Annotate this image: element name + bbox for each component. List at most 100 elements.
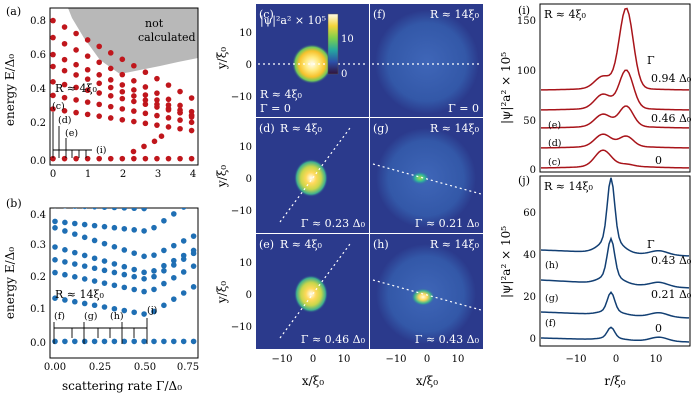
energy-dot xyxy=(142,110,149,117)
profile-046 xyxy=(540,69,690,111)
energy-dot xyxy=(151,202,157,208)
profile-043 xyxy=(540,177,690,257)
panel-b-ylabel: energy E/Δ₀ xyxy=(3,247,17,319)
profile-e xyxy=(540,105,690,129)
zero-mode-dot xyxy=(52,338,58,345)
energy-dot xyxy=(96,101,102,108)
energy-dot xyxy=(142,84,149,90)
panel-i-gamma-0: 0 xyxy=(655,154,662,167)
energy-dot xyxy=(201,258,207,264)
panel-j-xlabel: r/ξ₀ xyxy=(604,374,625,388)
zero-mode-dot xyxy=(161,338,167,345)
energy-dot xyxy=(91,222,98,229)
energy-dot xyxy=(177,117,183,123)
profile-c xyxy=(540,149,690,169)
energy-dot xyxy=(81,252,88,259)
energy-dot xyxy=(131,98,137,105)
zero-mode-dot xyxy=(188,155,195,162)
svg-text:50: 50 xyxy=(523,116,536,127)
energy-dot xyxy=(171,274,177,281)
maps-yticks: 10 0 −10 10 0 −10 10 0 −10 xyxy=(231,28,252,333)
energy-dot xyxy=(73,47,79,53)
energy-dot xyxy=(141,208,147,212)
energy-dot xyxy=(188,95,195,101)
energy-dot xyxy=(161,302,167,309)
energy-dot xyxy=(141,311,147,317)
zero-mode-dot xyxy=(201,339,207,345)
energy-dot xyxy=(154,122,160,128)
energy-dot xyxy=(63,208,67,209)
not-calculated-region xyxy=(68,8,198,74)
energy-dot xyxy=(91,302,98,309)
zero-mode-dot xyxy=(111,338,118,345)
energy-dot xyxy=(101,304,108,310)
energy-dot xyxy=(154,112,160,119)
panel-j-radius: R ≈ 14ξ₀ xyxy=(544,180,594,193)
energy-dot xyxy=(73,84,79,91)
energy-dot xyxy=(111,305,118,312)
energy-dot xyxy=(111,261,118,267)
marker-h: (h) xyxy=(110,311,124,322)
energy-dot xyxy=(62,228,68,234)
energy-dot xyxy=(154,75,160,82)
map-g-cut xyxy=(372,163,482,195)
label-c: (c) xyxy=(259,8,274,21)
energy-dot xyxy=(73,72,79,78)
energy-dot xyxy=(151,138,158,145)
panel-b-xticks: 0.00 0.25 0.50 0.75 xyxy=(44,362,199,373)
zero-mode-dot xyxy=(141,338,147,345)
energy-dot xyxy=(142,69,149,76)
energy-dot xyxy=(72,298,78,305)
label-g: (g) xyxy=(373,122,389,135)
energy-dot xyxy=(81,263,88,269)
energy-dot xyxy=(72,274,78,280)
energy-dot xyxy=(84,76,91,82)
panel-i-tag-c: (c) xyxy=(548,157,561,168)
energy-dot xyxy=(84,111,91,118)
zero-mode-dot xyxy=(171,338,177,345)
panel-j-curves xyxy=(540,177,690,343)
panel-i-frame xyxy=(539,3,691,173)
svg-text:0: 0 xyxy=(530,334,536,345)
svg-text:−10: −10 xyxy=(565,354,586,365)
energy-dot xyxy=(165,115,172,121)
energy-dot xyxy=(61,56,68,63)
energy-dot xyxy=(107,84,114,91)
energy-dot xyxy=(52,269,58,276)
energy-dot xyxy=(107,77,114,83)
energy-dot xyxy=(107,65,114,72)
svg-text:10: 10 xyxy=(239,28,252,39)
panel-j-frame xyxy=(539,175,691,347)
svg-text:10: 10 xyxy=(239,142,252,153)
energy-dot xyxy=(190,284,197,290)
energy-dot xyxy=(161,194,167,200)
energy-dot xyxy=(161,267,167,274)
energy-dot xyxy=(131,77,137,84)
label-d: (d) xyxy=(259,122,275,135)
svg-text:3: 3 xyxy=(155,169,161,180)
energy-dot xyxy=(84,66,91,73)
label-i: (i) xyxy=(518,4,530,17)
map-ylabel-bot: y/ξ₀ xyxy=(215,281,229,304)
energy-dot xyxy=(141,288,147,295)
panel-b-xlabel: scattering rate Γ/Δ₀ xyxy=(62,379,182,393)
svg-text:0.2: 0.2 xyxy=(30,118,46,129)
energy-dot xyxy=(154,97,160,103)
panel-a-yticks: 0.8 0.6 0.4 0.2 0.0 xyxy=(30,16,46,167)
energy-dot xyxy=(131,250,137,256)
energy-dot xyxy=(84,87,91,94)
energy-dot xyxy=(111,224,118,231)
energy-dot xyxy=(101,267,108,274)
zero-mode-dot xyxy=(177,155,183,162)
svg-text:0.25: 0.25 xyxy=(89,362,111,373)
svg-text:60: 60 xyxy=(523,208,536,219)
marker-g: (g) xyxy=(84,311,98,322)
energy-dot xyxy=(61,94,68,101)
energy-dot xyxy=(180,256,187,262)
energy-dot xyxy=(161,280,167,287)
panel-j-tag-f: (f) xyxy=(545,318,556,329)
energy-dot xyxy=(142,101,149,108)
energy-dot xyxy=(62,259,68,265)
panel-a-frame xyxy=(49,7,199,166)
svg-text:0.0: 0.0 xyxy=(30,156,46,167)
